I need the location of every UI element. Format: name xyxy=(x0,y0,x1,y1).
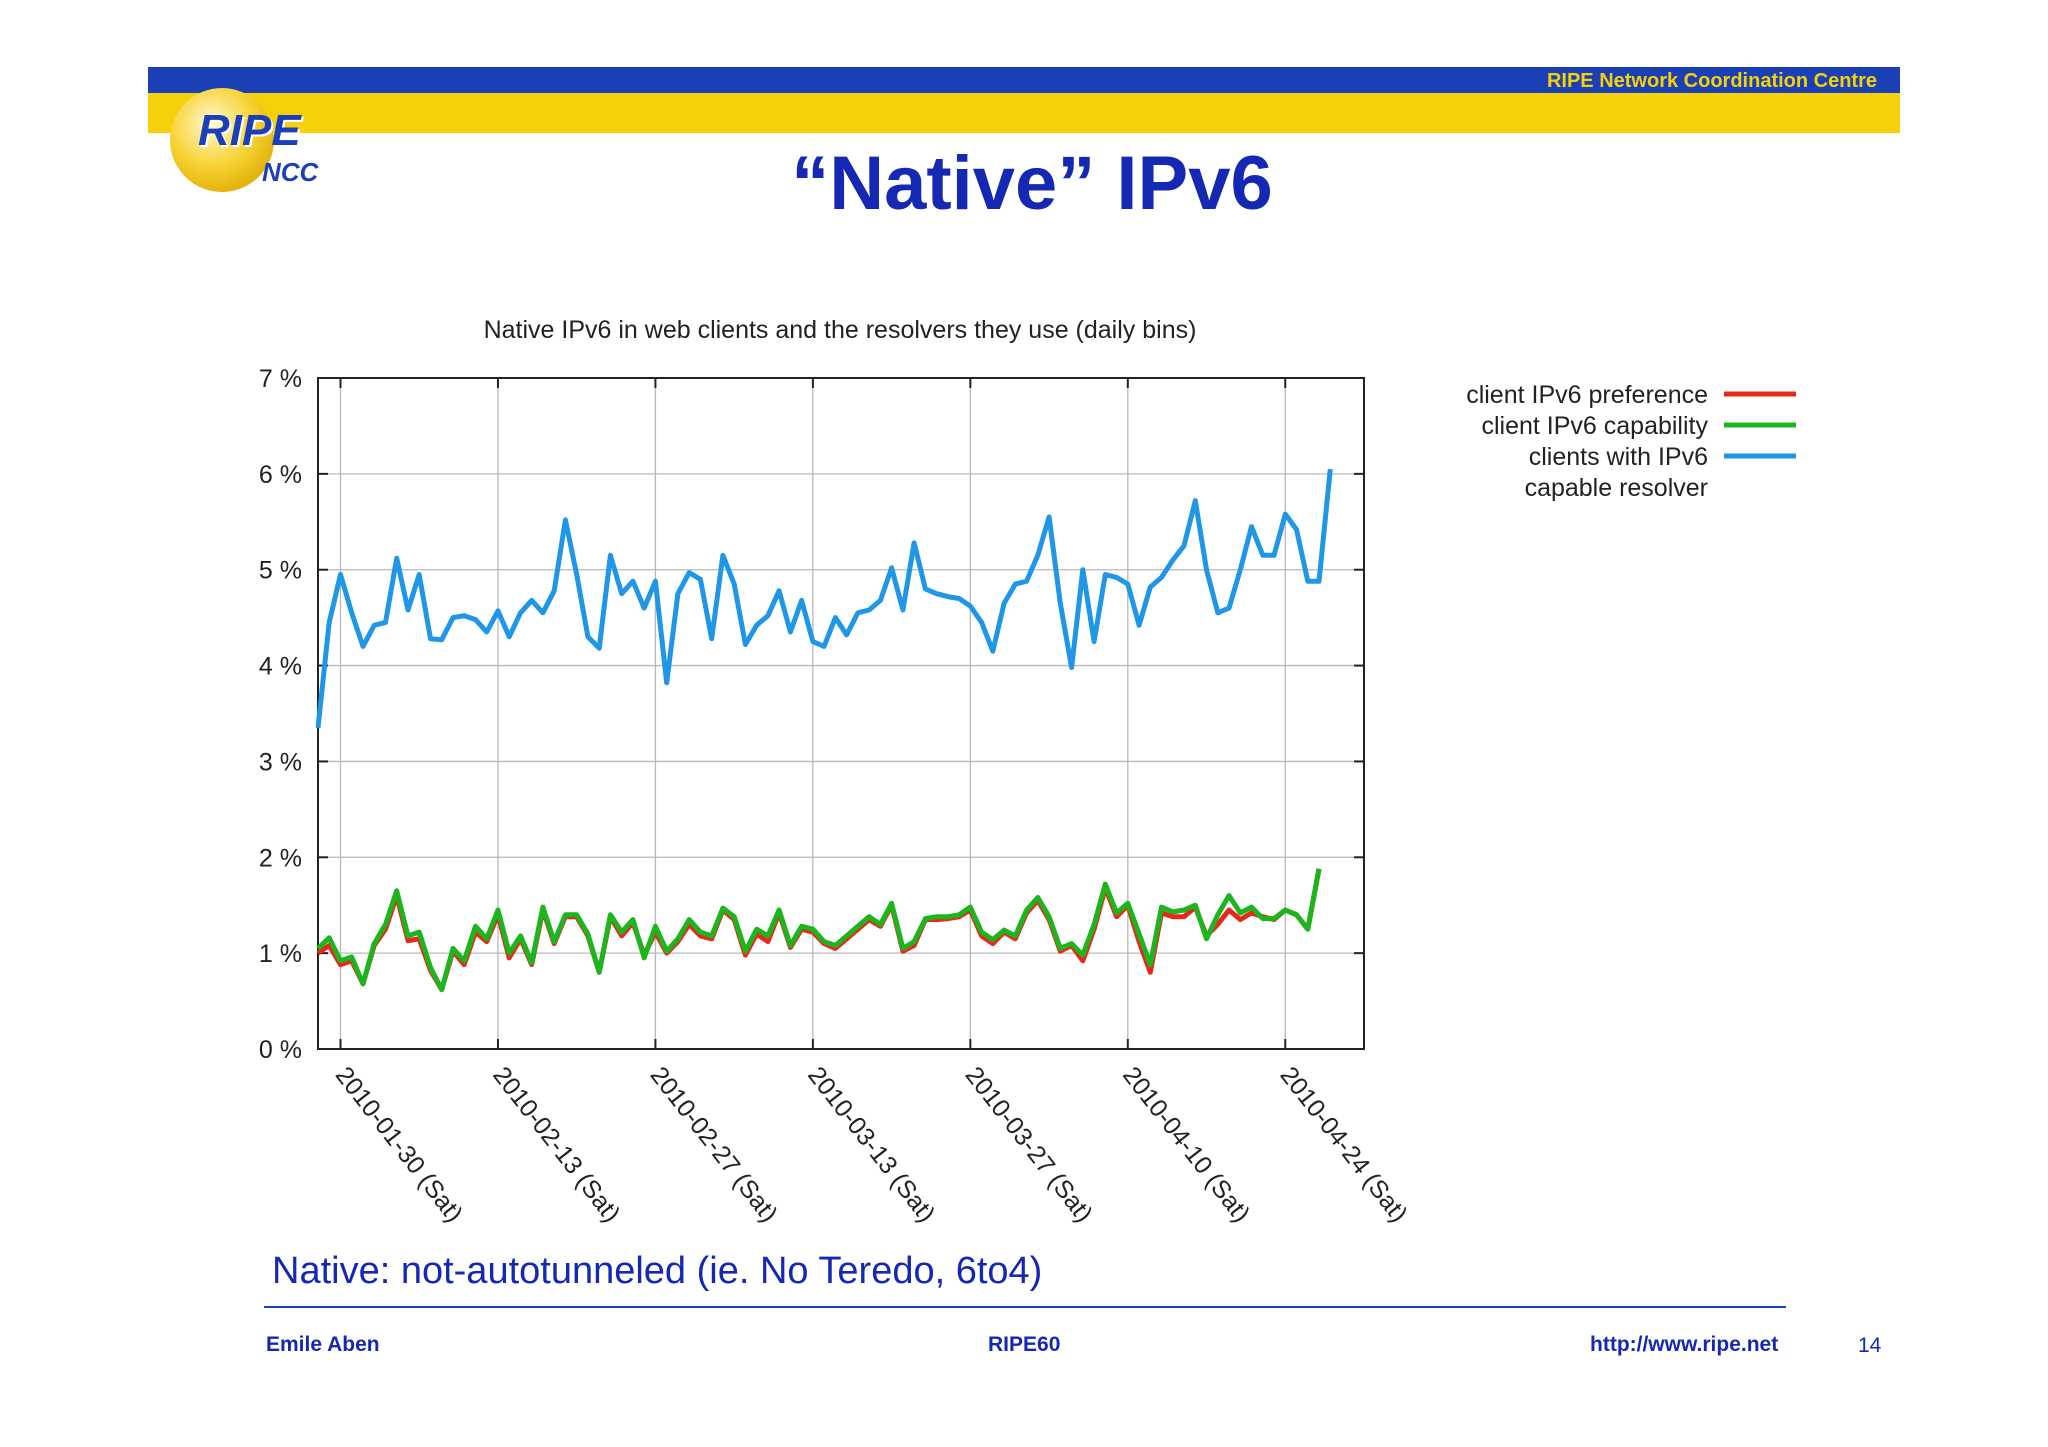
x-tick-label: 2010-04-10 (Sat) xyxy=(1117,1061,1255,1227)
x-tick-label: 2010-03-27 (Sat) xyxy=(960,1061,1098,1227)
footer-author: Emile Aben xyxy=(266,1333,380,1356)
slide-note: Native: not-autotunneled (ie. No Teredo,… xyxy=(272,1250,1043,1292)
y-tick-label: 4 % xyxy=(259,653,302,681)
y-tick-label: 1 % xyxy=(259,940,302,968)
slide-title: “Native” IPv6 xyxy=(791,141,1273,226)
y-tick-label: 3 % xyxy=(259,748,302,776)
x-tick-label: 2010-02-13 (Sat) xyxy=(487,1061,625,1227)
legend: client IPv6 preference client IPv6 capabi… xyxy=(1466,381,1796,502)
footer-event: RIPE60 xyxy=(988,1333,1061,1356)
logo-text-sub: NCC xyxy=(262,157,320,187)
legend-label: capable resolver xyxy=(1525,474,1708,502)
x-tick-label: 2010-03-13 (Sat) xyxy=(802,1061,940,1227)
footer-url[interactable]: http://www.ripe.net xyxy=(1590,1333,1779,1356)
ripe-ncc-logo: RIPE RIPE NCC xyxy=(170,88,320,192)
organization-name: RIPE Network Coordination Centre xyxy=(1546,70,1877,92)
logo-globe xyxy=(170,88,274,192)
x-tick-label: 2010-04-24 (Sat) xyxy=(1275,1061,1413,1227)
legend-label: client IPv6 capability xyxy=(1481,412,1708,440)
logo-text-main: RIPE xyxy=(198,106,302,155)
y-tick-label: 7 % xyxy=(259,365,302,393)
legend-label: client IPv6 preference xyxy=(1466,381,1708,409)
y-tick-label: 2 % xyxy=(259,844,302,872)
legend-label: clients with IPv6 xyxy=(1529,443,1708,471)
header-blue-bar xyxy=(148,67,1900,93)
chart-title: Native IPv6 in web clients and the resol… xyxy=(484,316,1197,344)
y-tick-label: 5 % xyxy=(259,557,302,585)
series-layer xyxy=(315,468,1333,993)
x-tick-label: 2010-01-30 (Sat) xyxy=(330,1061,468,1227)
page-number: 14 xyxy=(1858,1334,1882,1357)
series-line-3 xyxy=(315,468,1333,729)
note-underline xyxy=(264,1306,1786,1308)
series-line-2 xyxy=(316,868,1322,993)
y-tick-label: 0 % xyxy=(259,1036,302,1064)
x-tick-label: 2010-02-27 (Sat) xyxy=(645,1061,783,1227)
plot-area xyxy=(318,378,1364,1049)
header-yellow-bar xyxy=(148,93,1900,133)
y-tick-label: 6 % xyxy=(259,461,302,489)
logo-text-shadow: RIPE xyxy=(200,108,304,157)
